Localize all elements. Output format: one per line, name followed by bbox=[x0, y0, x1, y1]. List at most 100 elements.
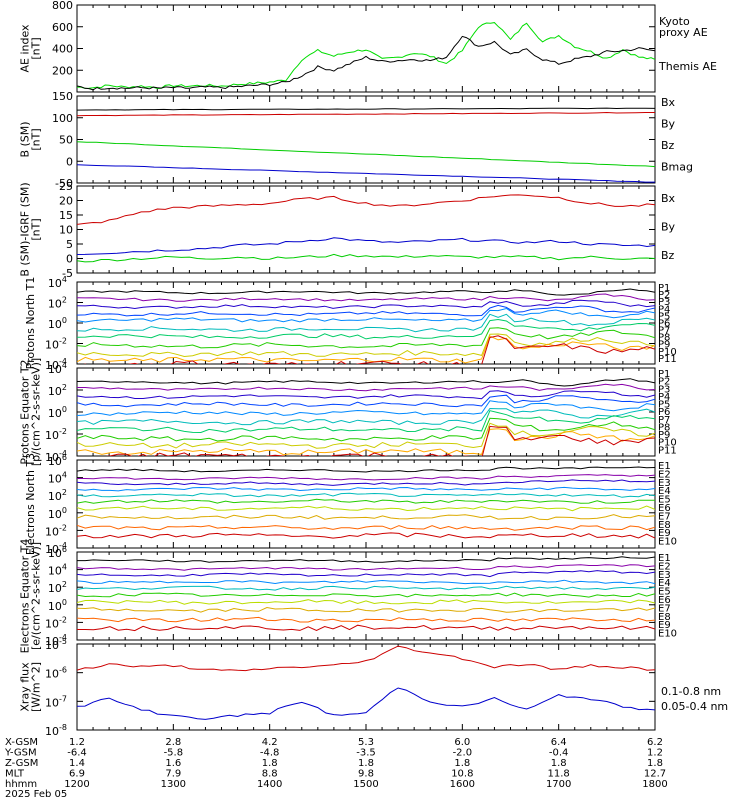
series-line-bx bbox=[77, 237, 655, 255]
legend-e1: E1 bbox=[658, 461, 671, 472]
legend-proxy-ae: proxy AE bbox=[659, 26, 708, 39]
channel-line-p6 bbox=[77, 407, 655, 426]
legend-xray-long: 0.05-0.4 nm bbox=[661, 700, 728, 713]
ephemeris-value: 1.8 bbox=[358, 758, 374, 769]
channel-line-e6 bbox=[77, 498, 655, 504]
ephemeris-value: 10.8 bbox=[451, 769, 473, 780]
channel-line-p6 bbox=[77, 313, 655, 333]
y-tick-label: 10-2 bbox=[45, 523, 67, 538]
series-line-bmag bbox=[77, 107, 655, 111]
y-tick-label: 104 bbox=[48, 471, 67, 486]
y-tick-label: 102 bbox=[48, 580, 67, 595]
legend-p3: P3 bbox=[658, 297, 670, 308]
ephemeris-value: 8.8 bbox=[262, 769, 278, 780]
series-line-bz bbox=[77, 111, 655, 117]
channel-line-e3 bbox=[77, 570, 655, 578]
legend-p4: P4 bbox=[658, 304, 670, 315]
y-tick-label: 20 bbox=[59, 195, 73, 208]
ephemeris-value: 1.8 bbox=[454, 758, 470, 769]
legend-e10: E10 bbox=[658, 537, 677, 548]
y-tick-label: 800 bbox=[52, 0, 73, 12]
y-tick-label: 100 bbox=[48, 405, 67, 420]
ephemeris-value: 11.8 bbox=[548, 769, 570, 780]
y-tick-label: 10-7 bbox=[45, 694, 67, 709]
ephemeris-value: 1.8 bbox=[647, 758, 663, 769]
y-tick-label: 10-2 bbox=[45, 337, 67, 352]
ephemeris-label-y-gsm: Y-GSM bbox=[4, 748, 37, 759]
ephemeris-value: 12.7 bbox=[644, 769, 666, 780]
channel-line-e4 bbox=[77, 579, 655, 585]
y-tick-label: 102 bbox=[48, 296, 67, 311]
y-axis-label-3-line: B (SM)-IGRF (SM) bbox=[19, 182, 32, 276]
legend-p3: P3 bbox=[658, 384, 670, 395]
channel-line-p7 bbox=[77, 318, 655, 340]
y-tick-label: 102 bbox=[48, 488, 67, 503]
channel-line-p9 bbox=[77, 333, 655, 358]
legend-e8: E8 bbox=[658, 520, 671, 531]
y-tick-label: 10-4 bbox=[45, 541, 67, 556]
ephemeris-value: -0.4 bbox=[549, 748, 569, 759]
y-tick-label: 100 bbox=[52, 112, 73, 125]
channel-line-e9 bbox=[77, 524, 655, 531]
y-axis-label-3-line: [nT] bbox=[30, 218, 43, 240]
series-line-by bbox=[77, 253, 655, 263]
ephemeris-value: 1.8 bbox=[551, 758, 567, 769]
legend-e4: E4 bbox=[658, 486, 671, 497]
y-axis-label-5-line: [p/(cm^2-s-sr-keV)] bbox=[30, 358, 43, 466]
channel-line-p1 bbox=[77, 288, 655, 296]
channel-line-e8 bbox=[77, 606, 655, 613]
legend-p5: P5 bbox=[658, 311, 670, 322]
ephemeris-value: -5.8 bbox=[164, 748, 184, 759]
legend-b-bx: Bx bbox=[661, 96, 676, 109]
legend-b-bz: Bz bbox=[661, 139, 675, 152]
ephemeris-value: 1800 bbox=[642, 779, 667, 790]
series-line-themis-ae bbox=[77, 35, 655, 91]
ephemeris-value: 1700 bbox=[546, 779, 571, 790]
y-axis-label-4: Protons North T1 bbox=[24, 277, 37, 370]
channel-line-p9 bbox=[77, 422, 655, 449]
legend-p9: P9 bbox=[658, 430, 670, 441]
y-tick-label: 0 bbox=[66, 253, 73, 266]
y-axis-label-3: B (SM)-IGRF (SM)[nT] bbox=[19, 182, 43, 276]
y-tick-label: 0 bbox=[66, 155, 73, 168]
ephemeris-date: 2025 Feb 05 bbox=[5, 789, 67, 800]
ephemeris-value: 6.4 bbox=[551, 737, 567, 748]
channel-line-p7 bbox=[77, 410, 655, 434]
y-tick-label: 10-2 bbox=[45, 427, 67, 442]
legend-xray-short: 0.1-0.8 nm bbox=[661, 685, 721, 698]
ephemeris-value: -2.0 bbox=[453, 748, 473, 759]
y-tick-label: 50 bbox=[59, 134, 73, 147]
y-tick-label: 102 bbox=[48, 383, 67, 398]
y-axis-label-1-line: [nT] bbox=[30, 37, 43, 59]
legend-dbigrf-bz: Bz bbox=[661, 249, 675, 262]
y-axis-label-6-line: Electrons North T3 bbox=[24, 453, 37, 555]
ephemeris-label-z-gsm: Z-GSM bbox=[5, 758, 38, 769]
y-tick-label: 10-4 bbox=[45, 449, 67, 464]
y-tick-label: -5 bbox=[62, 267, 73, 280]
y-axis-label-7-line: [e/(cm^2-s-sr-keV)] bbox=[30, 542, 43, 650]
channel-line-e1 bbox=[77, 466, 655, 473]
y-tick-label: 5 bbox=[66, 238, 73, 251]
y-axis-label-5: Protons Equator T2[p/(cm^2-s-sr-keV)] bbox=[19, 358, 43, 466]
channel-line-e5 bbox=[77, 492, 655, 498]
channel-line-e3 bbox=[77, 479, 655, 486]
channel-line-p11 bbox=[105, 425, 655, 456]
legend-p6: P6 bbox=[658, 318, 670, 329]
y-tick-label: 104 bbox=[48, 563, 67, 578]
legend-p10: P10 bbox=[658, 438, 677, 449]
ephemeris-value: 1.4 bbox=[69, 758, 85, 769]
legend-e6: E6 bbox=[658, 595, 671, 606]
legend-p2: P2 bbox=[658, 290, 670, 301]
y-tick-label: -50 bbox=[55, 177, 73, 190]
y-axis-label-5-line: Protons Equator T2 bbox=[19, 359, 32, 464]
y-tick-label: 10-2 bbox=[45, 615, 67, 630]
y-tick-label: 106 bbox=[48, 545, 67, 560]
ephemeris-value: 7.9 bbox=[165, 769, 181, 780]
legend-p7: P7 bbox=[658, 415, 670, 426]
legend-e6: E6 bbox=[658, 503, 671, 514]
y-tick-label: 10-6 bbox=[45, 666, 67, 681]
ephemeris-value: 9.8 bbox=[358, 769, 374, 780]
y-tick-label: 10-4 bbox=[45, 357, 67, 372]
ephemeris-value: 1400 bbox=[257, 779, 282, 790]
